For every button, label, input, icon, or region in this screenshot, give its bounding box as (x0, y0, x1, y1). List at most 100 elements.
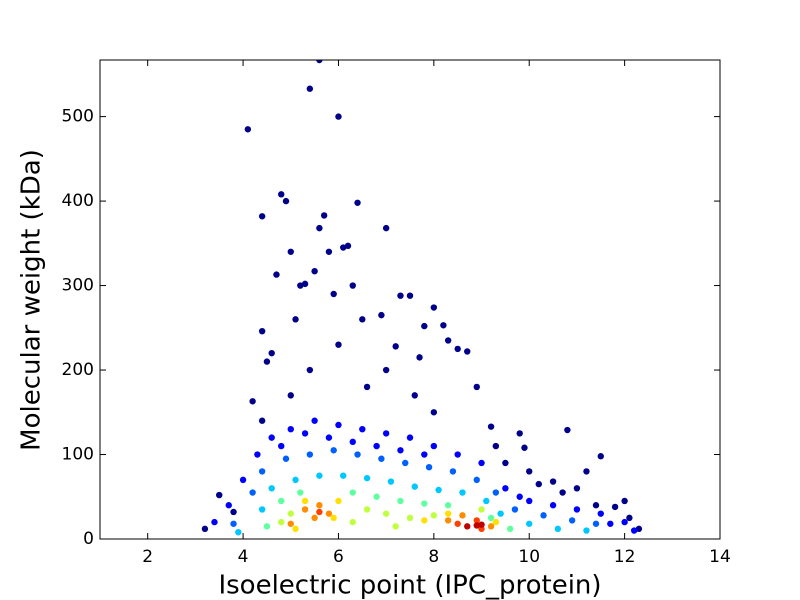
scatter-point (549, 478, 557, 485)
scatter-point (430, 442, 438, 450)
scatter-point (416, 354, 423, 361)
scatter-point (292, 316, 299, 323)
scatter-point (230, 508, 237, 516)
scatter-point (430, 512, 438, 519)
scatter-point (330, 447, 337, 454)
scatter-point (559, 489, 566, 496)
scatter-point (568, 517, 576, 524)
scatter-point (592, 502, 600, 509)
scatter-point (487, 523, 495, 530)
scatter-point (230, 520, 237, 527)
scatter-point (316, 60, 323, 64)
scatter-point (473, 522, 480, 529)
scatter-point (435, 486, 442, 494)
scatter-point (521, 444, 528, 451)
scatter-point (258, 468, 266, 475)
scatter-point (278, 497, 285, 505)
x-tick-label: 6 (333, 547, 344, 567)
scatter-point (258, 327, 266, 335)
scatter-point (444, 517, 452, 524)
scatter-point (473, 517, 480, 524)
scatter-point (354, 199, 361, 206)
scatter-point (406, 434, 414, 441)
scatter-point (311, 267, 318, 275)
scatter-point (382, 366, 390, 374)
scatter-point (406, 292, 414, 299)
y-tick-label: 400 (62, 191, 94, 211)
scatter-point (316, 472, 323, 479)
scatter-point (382, 224, 390, 232)
scatter-point (287, 425, 294, 433)
scatter-point (268, 434, 275, 441)
scatter-point (301, 430, 309, 437)
scatter-point (444, 502, 452, 509)
scatter-point (249, 489, 256, 496)
scatter-point (316, 224, 323, 232)
scatter-point (282, 455, 290, 462)
scatter-point (325, 248, 333, 255)
scatter-point (363, 383, 371, 391)
scatter-point (621, 497, 628, 505)
scatter-point (373, 442, 380, 450)
scatter-point (349, 438, 356, 446)
scatter-point (244, 126, 252, 133)
x-tick-label: 14 (709, 547, 731, 567)
scatter-point (526, 497, 533, 505)
scatter-point (621, 518, 628, 526)
x-axis-label: Isoelectric point (IPC_protein) (218, 571, 601, 600)
scatter-point (297, 489, 304, 496)
scatter-point (459, 489, 466, 496)
scatter-point (583, 527, 590, 534)
scatter-point (301, 506, 309, 513)
scatter-point (421, 517, 428, 524)
x-tick-label: 8 (428, 547, 439, 567)
scatter-point (254, 451, 261, 458)
scatter-point (278, 518, 285, 526)
scatter-point (306, 366, 314, 374)
scatter-point (464, 523, 471, 530)
scatter-point (258, 506, 266, 513)
scatter-point (325, 434, 333, 441)
scatter-point (287, 392, 294, 399)
scatter-point (411, 392, 418, 399)
x-tick-label: 2 (142, 547, 153, 567)
plot-frame (99, 59, 721, 540)
scatter-point (526, 520, 533, 527)
scatter-point (535, 480, 542, 488)
scatter-point (411, 483, 418, 490)
scatter-point (292, 525, 299, 533)
x-tick-label: 4 (238, 547, 249, 567)
scatter-point (263, 358, 271, 365)
scatter-point (554, 525, 562, 533)
scatter-point (392, 523, 399, 530)
scatter-point (402, 459, 409, 467)
scatter-point (340, 472, 347, 479)
scatter-point (225, 502, 232, 509)
scatter-point (316, 508, 323, 516)
scatter-point (502, 485, 509, 492)
scatter-point (301, 280, 309, 288)
scatter-point (268, 485, 275, 492)
scatter-point (373, 493, 380, 500)
scatter-point (454, 520, 461, 527)
scatter-point (325, 510, 333, 517)
scatter-point (454, 451, 461, 458)
scatter-point (306, 85, 314, 92)
scatter-point (211, 518, 218, 526)
scatter-point (430, 304, 438, 311)
scatter-point (273, 271, 280, 278)
scatter-point (607, 520, 614, 527)
scatter-point (540, 512, 547, 519)
scatter-point (378, 311, 385, 319)
scatter-point (363, 506, 371, 513)
scatter-point (335, 113, 342, 120)
scatter-point (444, 510, 452, 517)
scatter-point (292, 476, 299, 484)
scatter-point (564, 426, 571, 434)
scatter-point (597, 453, 604, 460)
y-tick-label: 100 (62, 445, 94, 465)
scatter-point (483, 497, 490, 505)
scatter-point (287, 520, 294, 527)
scatter-point (320, 212, 328, 219)
scatter-point (511, 506, 519, 513)
